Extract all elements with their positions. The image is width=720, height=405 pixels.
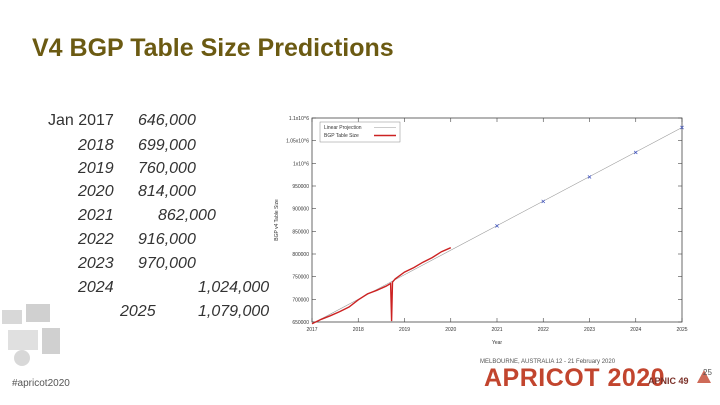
prediction-year: 2023 bbox=[78, 255, 114, 272]
prediction-value: 970,000 bbox=[138, 255, 196, 272]
prediction-year: 2018 bbox=[78, 137, 114, 154]
prediction-year: 2022 bbox=[78, 231, 114, 248]
prediction-year: 2020 bbox=[78, 183, 114, 200]
event-location: MELBOURNE, AUSTRALIA 12 - 21 February 20… bbox=[480, 359, 616, 365]
y-tick-label: 950000 bbox=[292, 184, 309, 190]
bgp-table-chart: 650000 700000 750000 800000 850000 900000 9500… bbox=[270, 104, 690, 350]
legend-box bbox=[319, 121, 401, 143]
projection-marker bbox=[633, 150, 638, 155]
y-tick-label: 1.1x10^6 bbox=[289, 116, 309, 122]
legend-label: Linear Projection bbox=[324, 125, 362, 131]
legend-label: BGP Table Size bbox=[324, 133, 359, 139]
prediction-value: 760,000 bbox=[138, 160, 196, 177]
prediction-value: 1,024,000 bbox=[198, 279, 270, 296]
y-tick-label: 700000 bbox=[292, 297, 309, 303]
brand-mark-icon bbox=[697, 370, 711, 383]
prediction-value: 1,079,000 bbox=[198, 303, 270, 320]
y-tick-label: 750000 bbox=[292, 275, 309, 281]
x-tick-label: 2017 bbox=[306, 327, 317, 333]
prediction-value: 699,000 bbox=[138, 137, 196, 154]
prediction-value: 916,000 bbox=[138, 231, 196, 248]
y-tick-label: 1x10^6 bbox=[293, 161, 309, 167]
prediction-year: Jan 2017 bbox=[48, 112, 114, 129]
slide-title: V4 BGP Table Size Predictions bbox=[32, 34, 394, 62]
apricot-logo: APRICOT 2020 bbox=[484, 364, 666, 392]
y-tick-label: 800000 bbox=[292, 252, 309, 258]
hashtag: #apricot2020 bbox=[12, 378, 70, 389]
prediction-year: 2025 bbox=[120, 303, 156, 320]
projection-marker bbox=[541, 199, 546, 204]
prediction-value: 646,000 bbox=[138, 112, 196, 129]
decorative-texture-icon bbox=[2, 304, 60, 366]
y-tick-label: 1.05x10^6 bbox=[286, 139, 309, 145]
x-tick-label: 2025 bbox=[676, 327, 687, 333]
y-axis-label: BGP v4 Table Size bbox=[274, 199, 280, 241]
x-tick-label: 2021 bbox=[491, 327, 502, 333]
bgp-table-size-line bbox=[311, 247, 452, 325]
x-tick-label: 2023 bbox=[584, 327, 595, 333]
x-tick-label: 2018 bbox=[353, 327, 364, 333]
x-axis-label: Year bbox=[492, 340, 502, 346]
projection-marker bbox=[680, 125, 684, 130]
chart-svg: 650000 700000 750000 800000 850000 900000 9500… bbox=[274, 116, 688, 346]
prediction-year: 2024 bbox=[78, 279, 114, 296]
prediction-year: 2021 bbox=[78, 207, 114, 224]
x-tick-label: 2024 bbox=[630, 327, 641, 333]
plot-frame bbox=[311, 117, 683, 323]
apnic-logo: APNIC 49 bbox=[648, 376, 689, 386]
prediction-value: 814,000 bbox=[138, 183, 196, 200]
x-tick-label: 2019 bbox=[399, 327, 410, 333]
x-tick-label: 2020 bbox=[445, 327, 456, 333]
x-tick-label: 2022 bbox=[538, 327, 549, 333]
projection-marker bbox=[587, 175, 592, 179]
projection-marker bbox=[495, 224, 499, 228]
page-number: 25 bbox=[703, 368, 712, 377]
y-tick-label: 900000 bbox=[292, 207, 309, 213]
y-tick-label: 650000 bbox=[292, 320, 309, 326]
prediction-year: 2019 bbox=[78, 160, 114, 177]
prediction-value: 862,000 bbox=[158, 207, 216, 224]
y-tick-label: 850000 bbox=[292, 229, 309, 235]
